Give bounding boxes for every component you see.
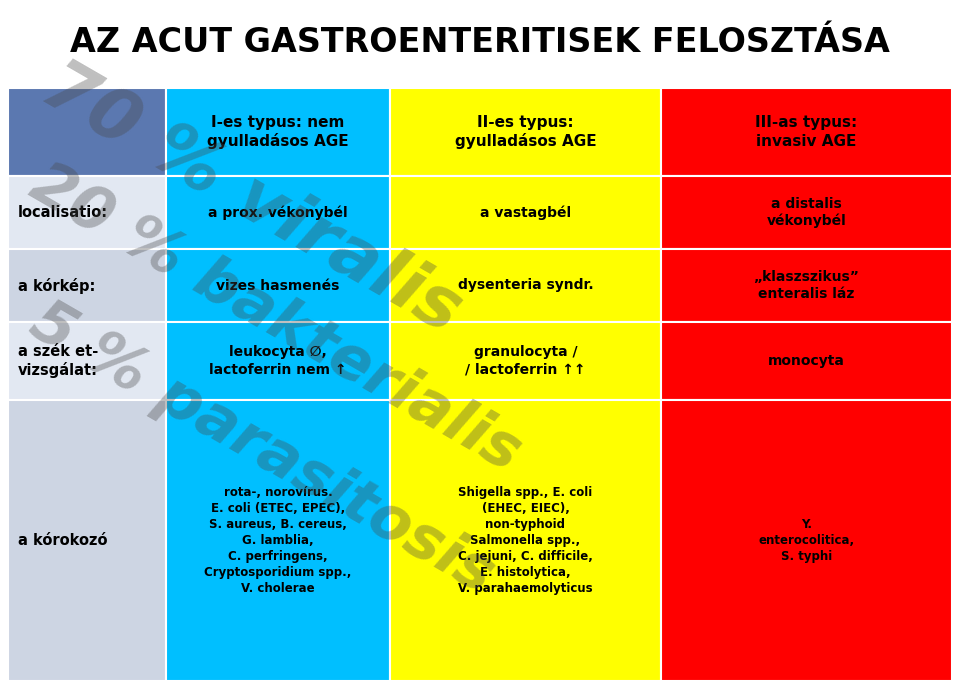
Bar [166, 400, 390, 681]
Text: a szék et-
vizsgálat:: a szék et- vizsgálat: [18, 344, 98, 378]
Bar [166, 249, 390, 322]
Text: localisatio:: localisatio: [18, 205, 108, 220]
Bar [661, 322, 952, 400]
Bar [390, 322, 661, 400]
Text: I-es typus: nem
gyulladásos AGE: I-es typus: nem gyulladásos AGE [207, 114, 348, 150]
Text: a prox. vékonybél: a prox. vékonybél [208, 205, 348, 220]
Bar [8, 176, 166, 249]
Bar [390, 249, 661, 322]
Text: rota-, norovírus.
E. coli (ETEC, EPEC),
S. aureus, B. cereus,
G. lamblia,
C. per: rota-, norovírus. E. coli (ETEC, EPEC), … [204, 486, 351, 595]
Text: dysenteria syndr.: dysenteria syndr. [458, 278, 593, 293]
Text: monocyta: monocyta [768, 354, 845, 368]
Bar [166, 322, 390, 400]
Text: 20 % bakterialis: 20 % bakterialis [20, 154, 531, 484]
Bar [661, 176, 952, 249]
Bar [661, 400, 952, 681]
Text: a distalis
vékonybél: a distalis vékonybél [767, 196, 847, 229]
Text: a kórkép:: a kórkép: [18, 278, 95, 294]
Bar [8, 88, 166, 176]
Bar [390, 88, 661, 176]
Bar [166, 176, 390, 249]
Text: vizes hasmenés: vizes hasmenés [216, 278, 340, 293]
Text: 5 % parasitosis: 5 % parasitosis [20, 292, 504, 606]
Text: 70 % viralis: 70 % viralis [30, 51, 473, 347]
Bar [8, 400, 166, 681]
Bar [8, 249, 166, 322]
Bar [661, 249, 952, 322]
Text: Y.
enterocolitica,
S. typhi: Y. enterocolitica, S. typhi [758, 518, 854, 563]
Bar [661, 88, 952, 176]
Text: a kórokozó: a kórokozó [18, 533, 108, 548]
Text: AZ ACUT GASTROENTERITISEK FELOSZTÁSA: AZ ACUT GASTROENTERITISEK FELOSZTÁSA [70, 26, 890, 59]
Text: „klaszszikus”
enteralis láz: „klaszszikus” enteralis láz [754, 270, 859, 301]
Bar [390, 400, 661, 681]
Text: Shigella spp., E. coli
(EHEC, EIEC),
non-typhoid
Salmonella spp.,
C. jejuni, C. : Shigella spp., E. coli (EHEC, EIEC), non… [458, 486, 593, 595]
Bar [8, 322, 166, 400]
Text: leukocyta ∅,
lactoferrin nem ↑: leukocyta ∅, lactoferrin nem ↑ [209, 345, 347, 377]
Bar [166, 88, 390, 176]
Text: II-es typus:
gyulladásos AGE: II-es typus: gyulladásos AGE [455, 114, 596, 150]
Bar [390, 176, 661, 249]
Text: a vastagbél: a vastagbél [480, 205, 571, 220]
Text: granulocyta /
/ lactoferrin ↑↑: granulocyta / / lactoferrin ↑↑ [466, 345, 586, 377]
Text: III-as typus:
invasiv AGE: III-as typus: invasiv AGE [756, 115, 857, 149]
